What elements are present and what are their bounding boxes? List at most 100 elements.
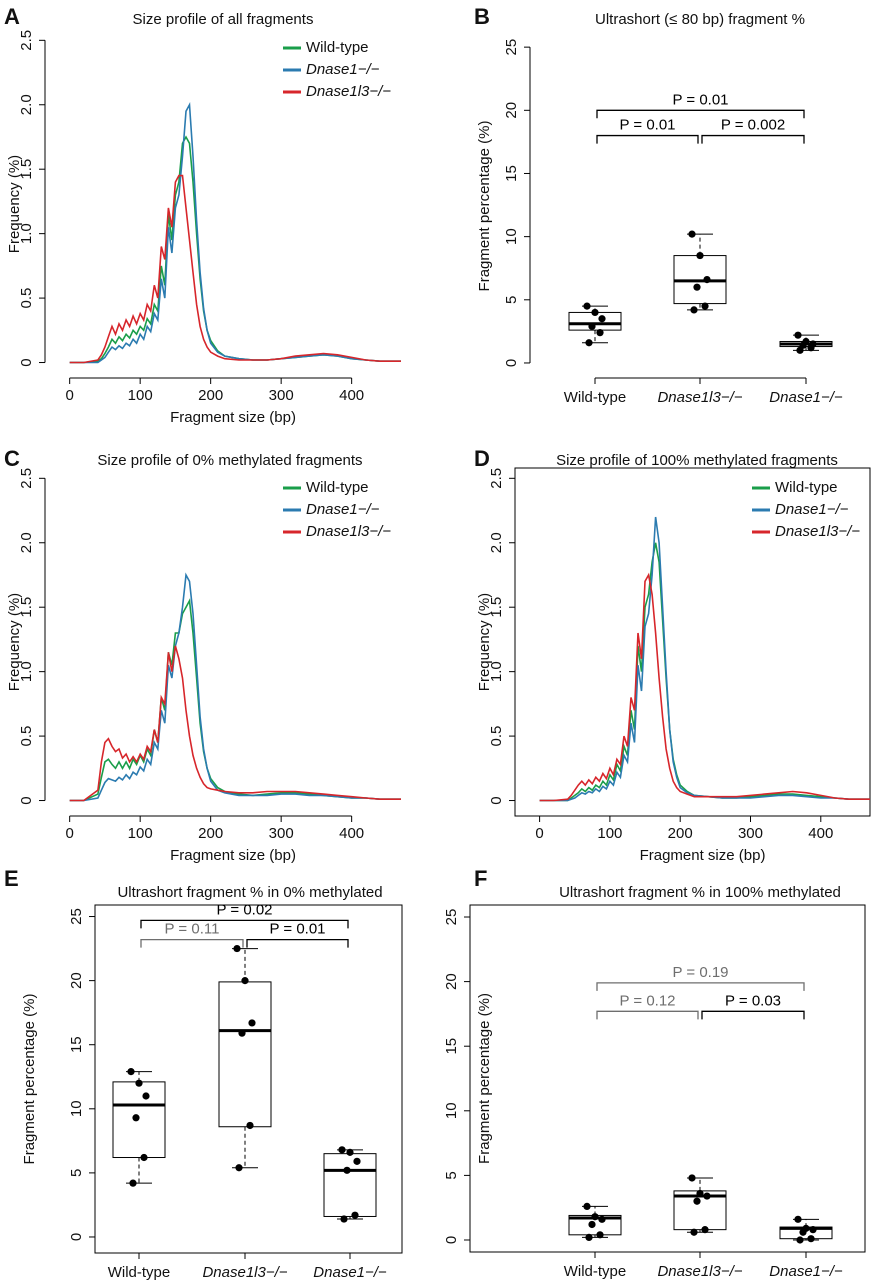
p-value-label: P = 0.01 <box>619 117 675 134</box>
data-point <box>346 1148 354 1156</box>
y-tick-label: 0 <box>18 358 35 366</box>
data-point <box>809 340 817 348</box>
y-tick-label: 1.5 <box>18 597 35 618</box>
y-tick-label: 2.0 <box>488 532 505 553</box>
plot-frame <box>469 904 866 1253</box>
y-tick-label: 2.5 <box>18 30 35 51</box>
p-value-label: P = 0.002 <box>721 117 785 134</box>
series-line <box>69 102 401 364</box>
y-tick-label: 1.5 <box>488 597 505 618</box>
data-point <box>807 1235 815 1243</box>
legend-label: Wild-type <box>306 39 369 56</box>
x-tick-label: 200 <box>198 825 223 842</box>
p-value-label: P = 0.19 <box>672 964 728 981</box>
box <box>218 981 272 1128</box>
series-line <box>539 542 870 802</box>
panel-letter: C <box>4 446 20 471</box>
significance-bracket <box>246 938 349 948</box>
p-value-label: P = 0.12 <box>619 992 675 1009</box>
y-tick-label: 0 <box>68 1233 85 1241</box>
plot-frame <box>514 467 871 817</box>
significance-bracket <box>701 134 805 144</box>
y-tick-label: 5 <box>443 1171 460 1179</box>
data-point <box>132 1114 140 1122</box>
y-axis-label: Fragment percentage (%) <box>21 994 38 1165</box>
data-point <box>690 1228 698 1236</box>
significance-bracket <box>596 109 805 119</box>
series-line <box>539 516 870 802</box>
x-tick-label: 0 <box>66 825 74 842</box>
data-point <box>809 1226 817 1234</box>
data-point <box>701 302 709 310</box>
legend-label: Dnase1l3−/− <box>306 523 391 540</box>
data-point <box>688 230 696 238</box>
data-point <box>353 1157 361 1165</box>
y-tick-label: 20 <box>68 972 85 989</box>
data-point <box>238 1029 246 1037</box>
x-tick-label: 100 <box>128 825 153 842</box>
legend-label: Dnase1l3−/− <box>775 523 860 540</box>
x-axis-label: Fragment size (bp) <box>640 847 766 864</box>
y-tick-label: 5 <box>68 1169 85 1177</box>
x-tick-label: 300 <box>269 825 294 842</box>
y-axis-label: Frequency (%) <box>476 593 493 691</box>
data-point <box>596 1231 604 1239</box>
significance-bracket <box>596 134 699 144</box>
y-tick-label: 2.0 <box>18 532 35 553</box>
y-axis-label: Frequency (%) <box>6 155 23 253</box>
y-tick-label: 20 <box>443 973 460 990</box>
y-tick-label: 0 <box>503 359 520 367</box>
x-tick-label: Dnase1l3−/− <box>202 1264 287 1280</box>
data-point <box>585 339 593 347</box>
significance-bracket <box>140 938 244 948</box>
y-tick-label: 2.5 <box>18 468 35 489</box>
y-tick-label: 1.5 <box>18 159 35 180</box>
data-point <box>794 331 802 339</box>
data-point <box>796 1236 804 1244</box>
chart-title: Ultrashort fragment % in 100% methylated <box>559 884 841 901</box>
box <box>323 1153 377 1217</box>
y-axis-label: Frequency (%) <box>6 593 23 691</box>
panel-letter: F <box>474 866 487 891</box>
series-line <box>69 135 401 364</box>
data-point <box>693 1197 701 1205</box>
data-point <box>343 1166 351 1174</box>
data-point <box>591 1213 599 1221</box>
y-tick-label: 10 <box>503 228 520 245</box>
y-tick-label: 20 <box>503 102 520 119</box>
series-line <box>69 645 401 802</box>
y-tick-label: 1.0 <box>18 223 35 244</box>
p-value-label: P = 0.11 <box>165 921 220 938</box>
series-line <box>69 174 401 364</box>
data-point <box>690 306 698 314</box>
y-tick-label: 0 <box>443 1236 460 1244</box>
data-point <box>588 322 596 330</box>
data-point <box>591 308 599 317</box>
x-axis-label: Fragment size (bp) <box>170 409 296 426</box>
legend-label: Dnase1l3−/− <box>306 83 391 100</box>
y-tick-label: 15 <box>68 1036 85 1053</box>
data-point <box>696 251 704 260</box>
data-point <box>129 1179 137 1187</box>
panel-letter: A <box>4 4 20 29</box>
data-point <box>693 283 701 291</box>
legend-label: Wild-type <box>306 479 369 496</box>
data-point <box>588 1220 596 1229</box>
x-tick-label: 300 <box>269 387 294 404</box>
y-axis-label: Fragment percentage (%) <box>476 993 493 1164</box>
data-point <box>351 1211 359 1219</box>
x-tick-label: Wild-type <box>564 389 627 406</box>
p-value-label: P = 0.01 <box>672 91 728 108</box>
y-tick-label: 1.0 <box>18 661 35 682</box>
y-tick-label: 0 <box>18 796 35 804</box>
x-tick-label: Dnase1−/− <box>313 1264 387 1280</box>
p-value-label: P = 0.01 <box>269 921 325 938</box>
data-point <box>585 1233 593 1242</box>
data-point <box>802 1224 810 1232</box>
x-tick-label: Dnase1l3−/− <box>657 1263 742 1280</box>
y-tick-label: 25 <box>68 908 85 925</box>
y-tick-label: 1.0 <box>488 661 505 682</box>
legend-label: Wild-type <box>775 479 838 496</box>
